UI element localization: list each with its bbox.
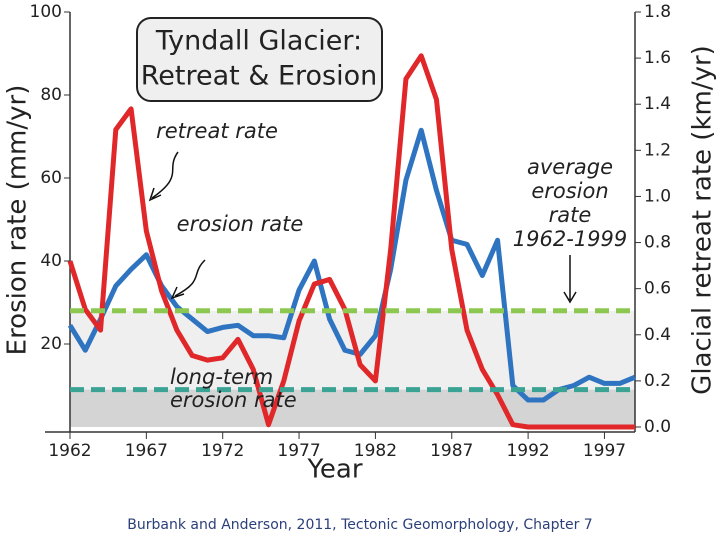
annotation: erosion [531,179,608,203]
x-tick-label: 1992 [506,441,549,461]
y2-tick-label: 0.6 [644,279,671,299]
title-box [136,17,383,102]
annotation: erosion rate [170,388,297,412]
y2-tick-label: 1.8 [644,2,671,22]
y2-tick-label: 1.4 [644,94,671,114]
series-line [67,53,635,430]
chart-title: Tyndall Glacier: [155,26,362,57]
annotation: average [527,155,613,179]
y-tick-label: 100 [30,2,62,22]
caption: Burbank and Anderson, 2011, Tectonic Geo… [127,517,592,533]
arrow [563,255,577,304]
y-tick-label: 40 [40,251,62,271]
annotation: rate [549,203,592,227]
annotation: retreat rate [156,119,278,143]
annotation: long-term [170,365,273,389]
y2-axis-label: Glacial retreat rate (km/yr) [688,45,718,395]
x-tick-label: 1972 [201,441,244,461]
y2-tick-label: 0.0 [644,417,671,437]
y2-tick-label: 0.4 [644,325,671,345]
y2-tick-label: 1.6 [644,48,671,68]
series-line [67,127,636,403]
arrow [170,259,206,300]
x-tick-label: 1977 [277,441,320,461]
arrow [148,151,179,202]
reference-zone [70,389,635,427]
y2-tick-label: 0.2 [644,371,671,391]
y2-tick-label: 0.8 [644,233,671,253]
y-tick-label: 20 [40,334,62,354]
y-tick-label: 60 [40,168,62,188]
y2-tick-label: 1.2 [644,140,671,160]
annotation: erosion rate [177,212,304,236]
annotation: 1962-1999 [513,227,627,251]
y-axis-label: Erosion rate (mm/yr) [3,85,33,356]
y-tick-label: 80 [40,85,62,105]
x-tick-label: 1962 [48,441,91,461]
y2-tick-label: 1.0 [644,186,671,206]
chart-title: Retreat & Erosion [141,61,378,92]
x-tick-label: 1997 [583,441,626,461]
x-axis-label: Year [306,455,362,485]
x-tick-label: 1967 [125,441,168,461]
x-tick-label: 1982 [354,441,397,461]
x-tick-label: 1987 [430,441,473,461]
